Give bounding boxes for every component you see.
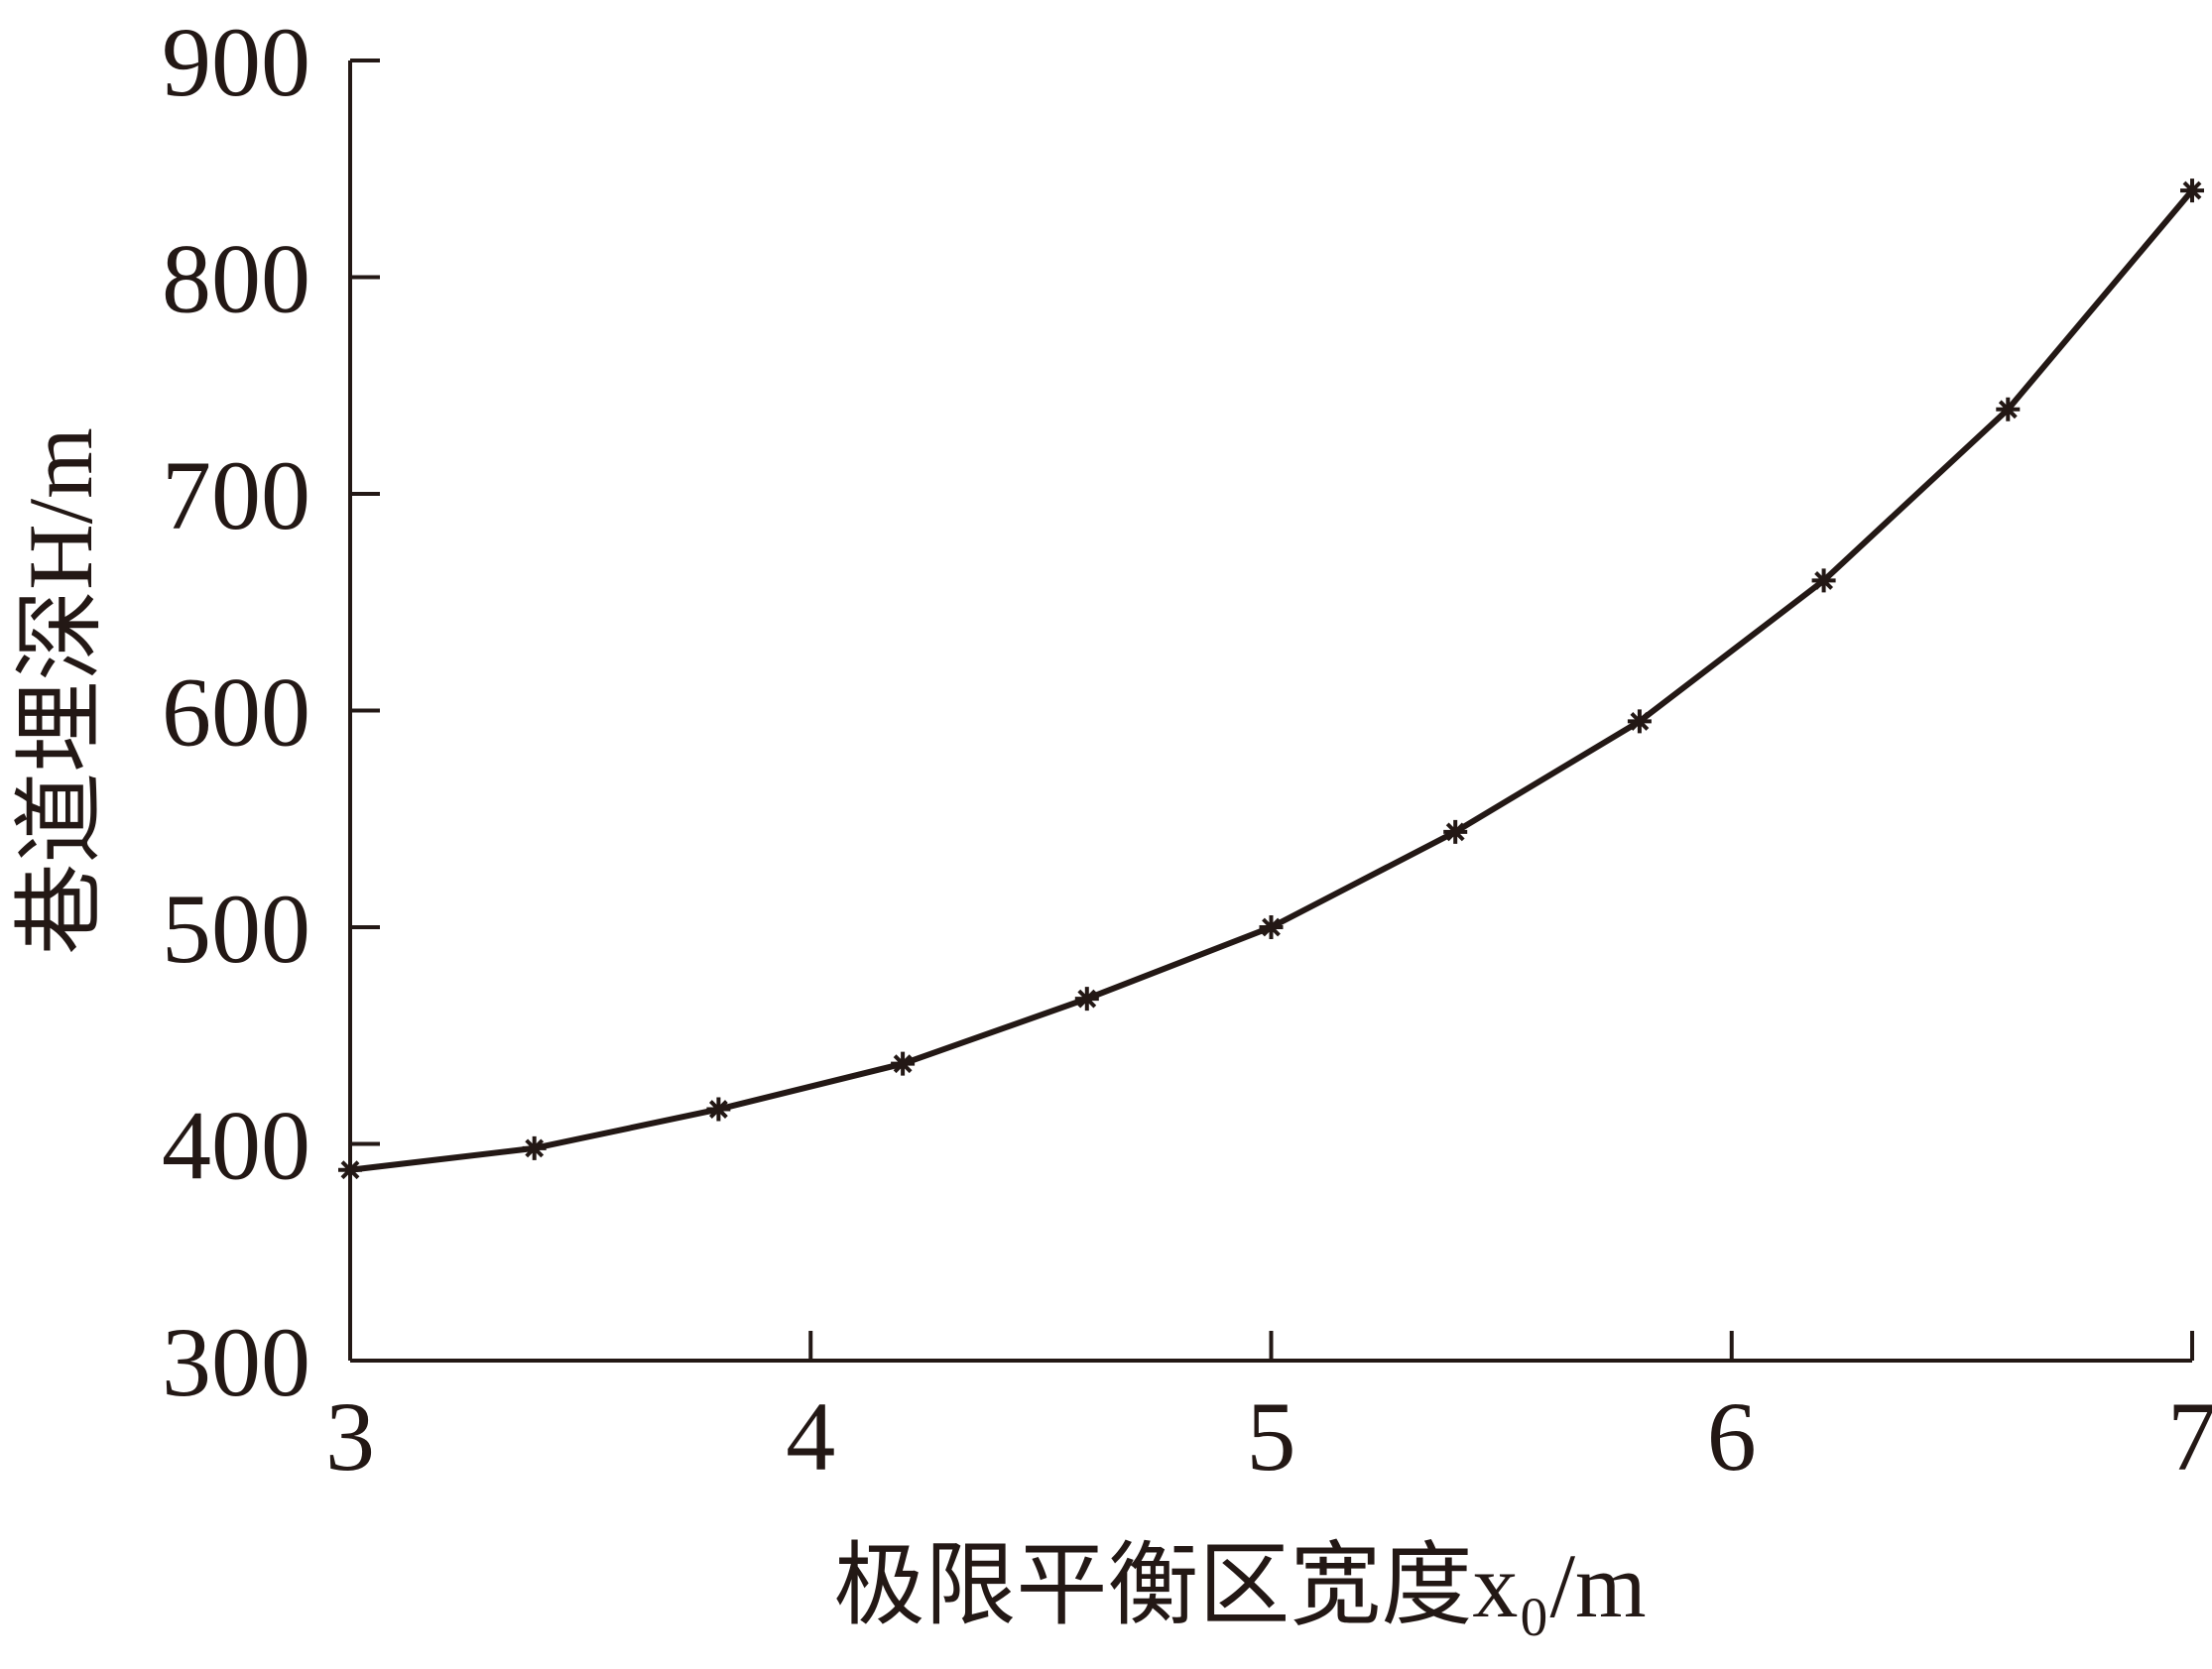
point-marker	[1443, 819, 1468, 844]
point-marker	[891, 1051, 916, 1076]
x-tick-label: 5	[1247, 1381, 1296, 1491]
point-marker	[1811, 568, 1836, 593]
point-marker	[2180, 179, 2204, 203]
y-tick-label: 900	[162, 7, 310, 117]
y-tick-label: 500	[162, 874, 310, 984]
x-tick-label: 7	[2167, 1381, 2212, 1491]
x-tick-label: 4	[786, 1381, 835, 1491]
y-tick-label: 400	[162, 1091, 310, 1201]
y-axis-label: 巷道埋深H/m	[10, 427, 111, 955]
y-tick-label: 600	[162, 657, 310, 768]
x-axis-label: 极限平衡区宽度x₀/m	[833, 1535, 1646, 1636]
x-tick-label: 3	[325, 1381, 375, 1491]
point-marker	[522, 1135, 547, 1160]
y-tick-label: 300	[162, 1307, 310, 1417]
x-tick-label: 6	[1707, 1381, 1757, 1491]
point-marker	[706, 1097, 731, 1122]
point-marker	[338, 1157, 362, 1182]
y-tick-label: 700	[162, 440, 310, 550]
point-marker	[1074, 987, 1099, 1012]
y-tick-label: 800	[162, 224, 310, 334]
line-series	[349, 188, 2195, 1173]
point-marker	[1996, 397, 2021, 421]
point-marker	[1627, 709, 1652, 734]
point-marker	[1259, 915, 1284, 939]
